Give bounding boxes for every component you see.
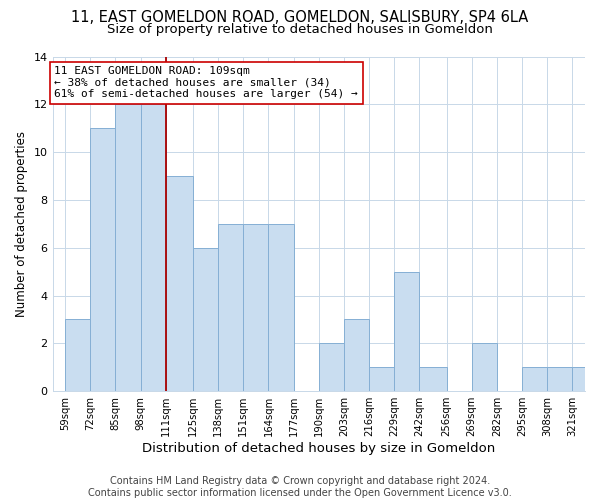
Bar	[65, 320, 90, 391]
Y-axis label: Number of detached properties: Number of detached properties	[15, 131, 28, 317]
Bar	[547, 368, 572, 391]
Bar	[166, 176, 193, 391]
Bar	[218, 224, 243, 391]
Bar	[193, 248, 218, 391]
Bar	[369, 368, 394, 391]
Text: 11, EAST GOMELDON ROAD, GOMELDON, SALISBURY, SP4 6LA: 11, EAST GOMELDON ROAD, GOMELDON, SALISB…	[71, 10, 529, 25]
Bar	[522, 368, 547, 391]
Text: Contains HM Land Registry data © Crown copyright and database right 2024.
Contai: Contains HM Land Registry data © Crown c…	[88, 476, 512, 498]
X-axis label: Distribution of detached houses by size in Gomeldon: Distribution of detached houses by size …	[142, 442, 496, 455]
Bar	[243, 224, 268, 391]
Bar	[394, 272, 419, 391]
Bar	[319, 344, 344, 391]
Bar	[472, 344, 497, 391]
Text: Size of property relative to detached houses in Gomeldon: Size of property relative to detached ho…	[107, 22, 493, 36]
Bar	[419, 368, 446, 391]
Bar	[572, 368, 598, 391]
Bar	[344, 320, 369, 391]
Bar	[268, 224, 293, 391]
Bar	[115, 104, 140, 391]
Bar	[140, 104, 166, 391]
Text: 11 EAST GOMELDON ROAD: 109sqm
← 38% of detached houses are smaller (34)
61% of s: 11 EAST GOMELDON ROAD: 109sqm ← 38% of d…	[55, 66, 358, 100]
Bar	[90, 128, 115, 391]
